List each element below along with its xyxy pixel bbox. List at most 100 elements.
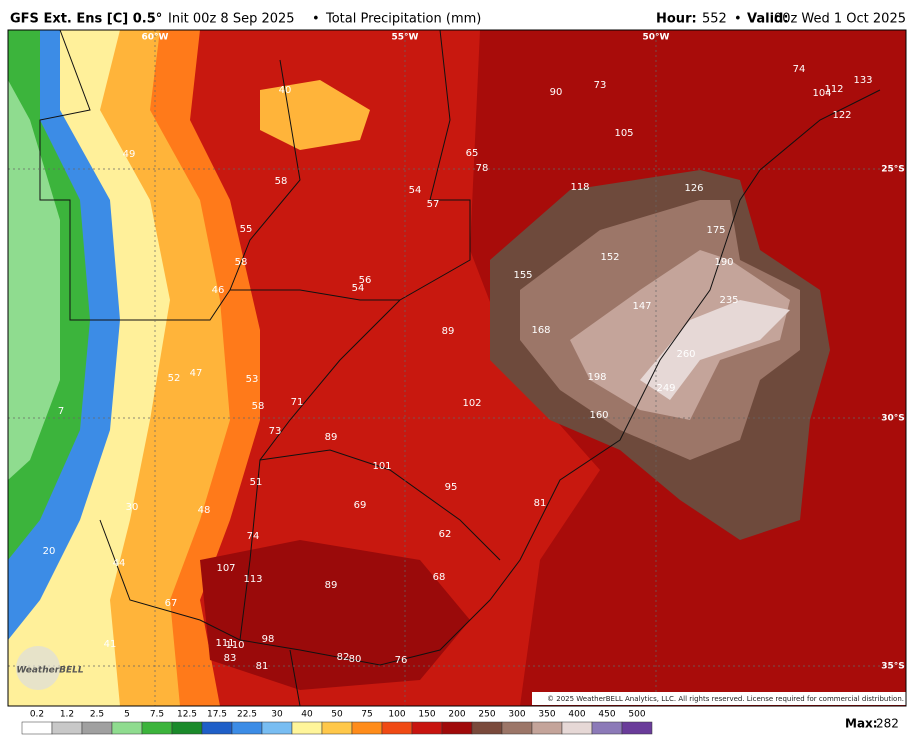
map-value: 74: [247, 531, 260, 542]
map-value: 105: [614, 128, 633, 139]
map-value: 53: [246, 374, 259, 385]
title-product: Total Precipitation (mm): [325, 12, 481, 27]
colorbar-label: 400: [568, 710, 585, 720]
colorbar-swatch: [591, 721, 623, 735]
country-border: [289, 649, 301, 706]
map-value: 147: [632, 301, 651, 312]
max: 282: [876, 717, 899, 731]
colorbar-swatch: [501, 721, 533, 735]
country-border: [39, 30, 400, 321]
coastline-border: [239, 30, 881, 666]
graticule-label: 50°W: [643, 33, 670, 43]
map-value: 104: [812, 88, 831, 99]
map-value: 107: [216, 563, 235, 574]
colorbar-label: 1.2: [60, 710, 74, 720]
map-value: 41: [104, 639, 117, 650]
state-border: [259, 449, 501, 561]
map-value: 111: [215, 638, 234, 649]
map-value: 160: [589, 410, 608, 421]
colorbar-label: 100: [388, 710, 405, 720]
max-label: Max:: [845, 717, 878, 731]
colorbar-swatch: [411, 721, 443, 735]
precip-field: [200, 540, 470, 690]
map-value: 56: [359, 275, 372, 286]
map-value: 112: [824, 84, 843, 95]
colorbar-label: 350: [538, 710, 555, 720]
colorbar-label: 22.5: [237, 710, 257, 720]
colorbar-label: 0.2: [30, 710, 44, 720]
precip-field: [260, 80, 370, 150]
map-labels: 60°W 55°W 50°W 25°S 30°S 35°S 40 49 58 55 58 46 54 57…: [43, 33, 905, 673]
map-value: 98: [262, 634, 275, 645]
map-value: 73: [269, 426, 282, 437]
map-value: 90: [550, 87, 563, 98]
map-value: 78: [476, 163, 489, 174]
colorbar-swatch: [201, 721, 233, 735]
map-value: 110: [225, 640, 244, 651]
colorbar-swatch: [471, 721, 503, 735]
colorbar-swatch: [51, 721, 83, 735]
map-value: 249: [656, 383, 675, 394]
map-value: 74: [793, 64, 806, 75]
map-value: 71: [291, 397, 304, 408]
logo: WeatherBELL: [16, 666, 84, 676]
map-value: 82: [337, 652, 350, 663]
colorbar-swatch: [171, 721, 203, 735]
map-value: 46: [212, 285, 225, 296]
colorbar-label: 250: [478, 710, 495, 720]
colorbar-label: 50: [331, 710, 343, 720]
map-value: 48: [198, 505, 211, 516]
colorbar-swatch: [111, 721, 143, 735]
colorbar-label: 300: [508, 710, 525, 720]
colorbar-label: 2.5: [90, 710, 104, 720]
map-value: 73: [594, 80, 607, 91]
colorbar: 0.2 1.2 2.5 5 7.5 12.5 17.5 22.5 30 40 50 75 100 150 2…: [21, 710, 653, 735]
colorbar-label: 12.5: [177, 710, 197, 720]
map-value: 58: [252, 401, 265, 412]
colorbar-label: 75: [361, 710, 372, 720]
graticule-label: 55°W: [392, 33, 419, 43]
map-value: 40: [279, 85, 292, 96]
map-value: 83: [224, 653, 237, 664]
colorbar-label: 500: [628, 710, 645, 720]
colorbar-swatch: [21, 721, 53, 735]
map-value: 81: [256, 661, 269, 672]
map-value: 49: [123, 149, 136, 160]
graticule-label: 25°S: [881, 165, 905, 175]
title-sep: •: [734, 12, 742, 27]
colorbar-label: 17.5: [207, 710, 227, 720]
logo-mark: [16, 646, 60, 690]
map-value: 101: [372, 461, 391, 472]
graticule-label: 35°S: [881, 662, 905, 672]
map-value: 58: [235, 257, 248, 268]
borders: [39, 30, 881, 706]
map-frame: [7, 29, 907, 707]
graticule-label: 30°S: [881, 414, 905, 424]
map-value: 55: [240, 224, 253, 235]
valid-label: Valid:: [747, 12, 789, 27]
valid: 00z Wed 1 Oct 2025: [774, 12, 906, 27]
map: 60°W 55°W 50°W 25°S 30°S 35°S 40 49 58 55 58 46 54 57…: [8, 30, 906, 706]
map-value: 133: [853, 75, 872, 86]
copyright: © 2025 WeatherBELL Analytics, LLC. All r…: [547, 695, 904, 703]
colorbar-swatch: [141, 721, 173, 735]
hour: 552: [702, 12, 727, 27]
map-value: 57: [427, 199, 440, 210]
map-value: 30: [126, 502, 139, 513]
map-value: 89: [325, 432, 338, 443]
map-value: 58: [275, 176, 288, 187]
colorbar-swatch: [561, 721, 593, 735]
colorbar-swatch: [231, 721, 263, 735]
precip-field: [640, 300, 790, 400]
colorbar-label: 5: [124, 710, 130, 720]
colorbar-swatch: [261, 721, 293, 735]
map-value: 20: [43, 546, 56, 557]
map-value: 118: [570, 182, 589, 193]
map-value: 113: [243, 574, 262, 585]
precip-field: [8, 80, 60, 480]
colorbar-label: 450: [598, 710, 615, 720]
title-model: GFS Ext. Ens [C] 0.5°: [10, 12, 162, 27]
map-value: 65: [466, 148, 479, 159]
map-value: 152: [600, 252, 619, 263]
